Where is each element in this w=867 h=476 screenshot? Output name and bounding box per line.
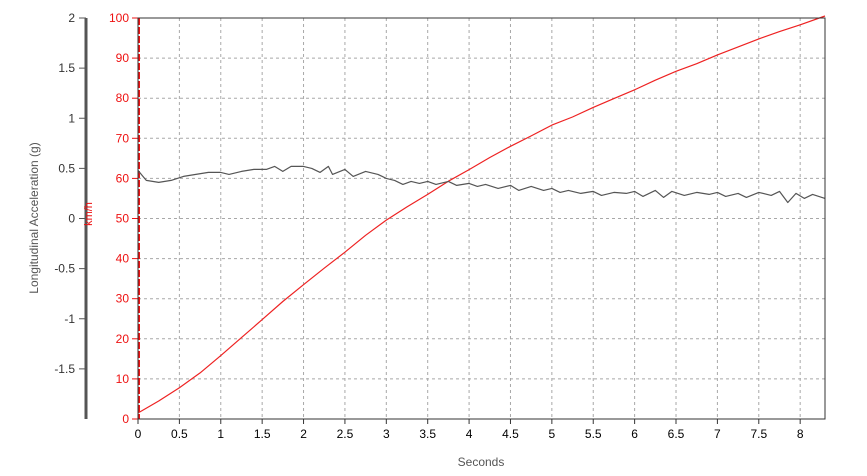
right-axis: 0 10 20 30 40 50 60 70 80 90 100 [109, 11, 140, 426]
right-axis-tick-label: 20 [116, 332, 130, 346]
acceleration-series-line [137, 165, 826, 204]
left-axis-tick-label: -0.5 [54, 262, 75, 276]
right-axis-tick-label: 70 [116, 131, 130, 145]
x-tick-label: 5 [549, 427, 556, 441]
x-tick-label: 3.5 [419, 427, 436, 441]
left-axis-tick-label: 2 [68, 11, 75, 25]
right-axis-tick-label: 40 [116, 252, 130, 266]
x-tick-label: 0.5 [171, 427, 188, 441]
left-axis: -1.5 -1 -0.5 0 0.5 1 1.5 2 [54, 11, 88, 419]
y-axis-right-label: km/h [83, 202, 95, 226]
x-tick-label: 7.5 [750, 427, 767, 441]
x-axis: 0 0.5 1 1.5 2 2.5 3 3.5 4 4.5 5 5.5 6 6.5 7 7.5 8 [135, 419, 804, 441]
right-axis-tick-label: 80 [116, 91, 130, 105]
x-tick-label: 5.5 [585, 427, 602, 441]
left-axis-tick-label: 0 [68, 212, 75, 226]
right-axis-tick-label: 90 [116, 51, 130, 65]
left-axis-tick-label: 0.5 [58, 161, 75, 175]
left-axis-tick-label: 1.5 [58, 61, 75, 75]
x-tick-label: 4 [466, 427, 473, 441]
x-axis-label: Seconds [458, 455, 505, 469]
x-tick-label: 2 [300, 427, 307, 441]
series-group [137, 15, 826, 414]
x-tick-label: 1 [217, 427, 224, 441]
right-axis-tick-label: 0 [122, 412, 129, 426]
right-axis-tick-label: 100 [109, 11, 129, 25]
y-axis-left-label: Longitudinal Acceleration (g) [27, 142, 41, 293]
x-tick-label: 3 [383, 427, 390, 441]
x-tick-label: 7 [714, 427, 721, 441]
x-tick-label: 6.5 [668, 427, 685, 441]
left-axis-tick-label: 1 [68, 111, 75, 125]
speed-series-line [137, 15, 826, 414]
right-axis-tick-label: 10 [116, 372, 130, 386]
x-tick-label: 0 [135, 427, 142, 441]
plot-frame [137, 17, 826, 420]
x-tick-label: 6 [631, 427, 638, 441]
left-axis-tick-label: -1.5 [54, 362, 75, 376]
x-tick-label: 2.5 [337, 427, 354, 441]
grid [138, 18, 825, 419]
right-axis-tick-label: 50 [116, 212, 130, 226]
right-axis-tick-label: 30 [116, 292, 130, 306]
right-axis-tick-label: 60 [116, 171, 130, 185]
x-tick-label: 1.5 [254, 427, 271, 441]
x-tick-label: 4.5 [502, 427, 519, 441]
left-axis-tick-label: -1 [64, 312, 75, 326]
x-tick-label: 8 [797, 427, 804, 441]
